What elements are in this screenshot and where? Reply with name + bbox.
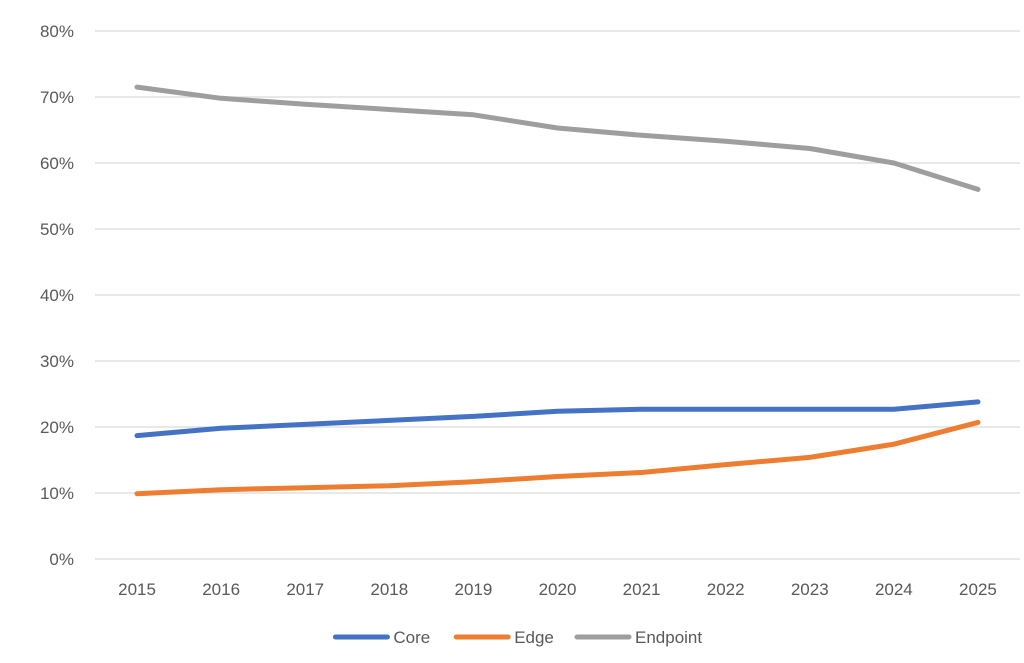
y-tick-label: 0%: [49, 550, 74, 569]
y-tick-label: 60%: [40, 154, 74, 173]
x-tick-label: 2020: [539, 580, 577, 599]
x-tick-label: 2021: [623, 580, 661, 599]
y-tick-label: 10%: [40, 484, 74, 503]
x-axis-tick-labels: 2015 2016 2017 2018 2019 2020 2021 2022 2023 2024…: [118, 580, 997, 599]
x-tick-label: 2016: [202, 580, 240, 599]
legend: Core Edge Endpoint: [332, 628, 702, 647]
legend-item-endpoint: Endpoint: [574, 628, 702, 647]
y-axis-tick-labels: 0% 10% 20% 30% 40% 50% 60% 70% 80%: [40, 22, 74, 569]
legend-label: Core: [393, 628, 430, 647]
x-tick-label: 2018: [370, 580, 408, 599]
y-tick-label: 20%: [40, 418, 74, 437]
legend-label: Edge: [514, 628, 554, 647]
legend-label: Endpoint: [635, 628, 702, 647]
y-tick-label: 70%: [40, 88, 74, 107]
x-tick-label: 2019: [454, 580, 492, 599]
series-line-edge: [134, 419, 981, 497]
y-tick-label: 40%: [40, 286, 74, 305]
x-tick-label: 2023: [791, 580, 829, 599]
x-tick-label: 2017: [286, 580, 324, 599]
series-lines: [134, 84, 981, 497]
gridlines: [95, 30, 1020, 560]
y-tick-label: 80%: [40, 22, 74, 41]
y-tick-label: 30%: [40, 352, 74, 371]
x-tick-label: 2015: [118, 580, 156, 599]
legend-item-edge: Edge: [453, 628, 554, 647]
legend-item-core: Core: [332, 628, 430, 647]
series-line-endpoint: [134, 84, 981, 192]
y-tick-label: 50%: [40, 220, 74, 239]
x-tick-label: 2024: [875, 580, 913, 599]
series-line-core: [134, 399, 981, 439]
x-tick-label: 2025: [959, 580, 997, 599]
x-tick-label: 2022: [707, 580, 745, 599]
